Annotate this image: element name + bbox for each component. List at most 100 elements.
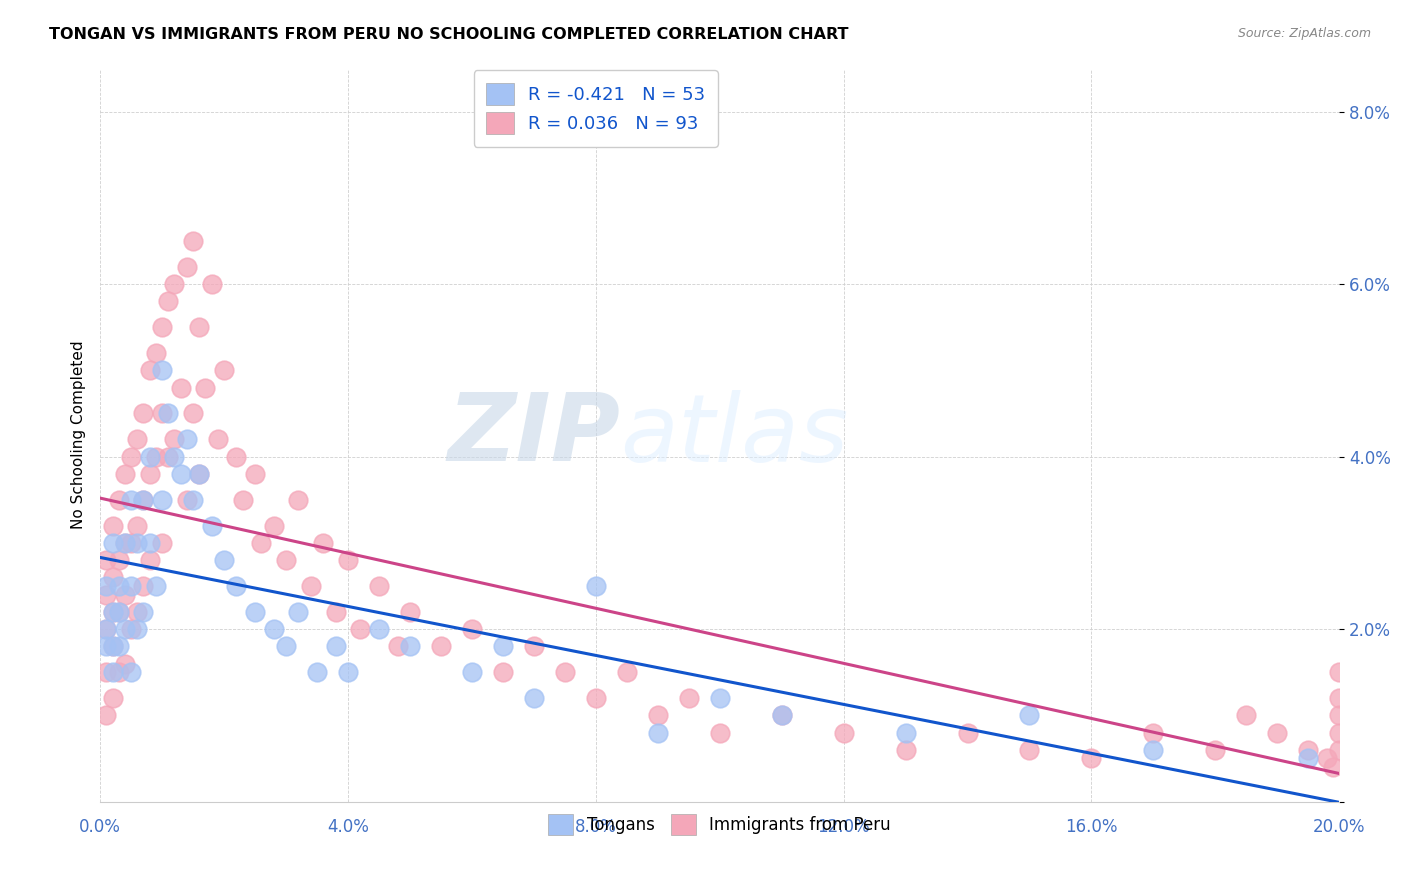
Immigrants from Peru	[832, 725, 855, 739]
Immigrants from Peru	[96, 708, 118, 723]
Tongans	[212, 553, 235, 567]
Tongans	[138, 450, 160, 464]
Immigrants from Peru	[181, 234, 204, 248]
Tongans	[368, 622, 391, 636]
Immigrants from Peru	[163, 433, 186, 447]
Immigrants from Peru	[894, 743, 917, 757]
Immigrants from Peru	[188, 467, 211, 481]
Tongans	[163, 450, 186, 464]
Immigrants from Peru	[1298, 743, 1320, 757]
Tongans	[120, 579, 142, 593]
Immigrants from Peru	[170, 381, 193, 395]
Immigrants from Peru	[956, 725, 979, 739]
Immigrants from Peru	[399, 605, 422, 619]
Immigrants from Peru	[96, 622, 118, 636]
Tongans	[101, 536, 124, 550]
Immigrants from Peru	[585, 691, 607, 706]
Legend: Tongans, Immigrants from Peru: Tongans, Immigrants from Peru	[538, 805, 901, 845]
Tongans	[150, 363, 173, 377]
Immigrants from Peru	[616, 665, 638, 680]
Immigrants from Peru	[1204, 743, 1226, 757]
Immigrants from Peru	[132, 579, 155, 593]
Immigrants from Peru	[101, 640, 124, 654]
Immigrants from Peru	[1329, 743, 1351, 757]
Immigrants from Peru	[523, 640, 546, 654]
Immigrants from Peru	[1329, 708, 1351, 723]
Tongans	[170, 467, 193, 481]
Immigrants from Peru	[114, 657, 136, 671]
Immigrants from Peru	[492, 665, 515, 680]
Tongans	[770, 708, 793, 723]
Tongans	[96, 622, 118, 636]
Immigrants from Peru	[157, 450, 180, 464]
Tongans	[96, 579, 118, 593]
Tongans	[709, 691, 731, 706]
Tongans	[157, 407, 180, 421]
Immigrants from Peru	[163, 277, 186, 292]
Immigrants from Peru	[127, 518, 149, 533]
Immigrants from Peru	[145, 346, 167, 360]
Immigrants from Peru	[325, 605, 347, 619]
Tongans	[114, 536, 136, 550]
Immigrants from Peru	[127, 433, 149, 447]
Immigrants from Peru	[336, 553, 359, 567]
Immigrants from Peru	[461, 622, 484, 636]
Tongans	[492, 640, 515, 654]
Immigrants from Peru	[107, 665, 129, 680]
Tongans	[150, 492, 173, 507]
Immigrants from Peru	[1329, 691, 1351, 706]
Immigrants from Peru	[150, 407, 173, 421]
Tongans	[107, 579, 129, 593]
Immigrants from Peru	[114, 467, 136, 481]
Immigrants from Peru	[114, 588, 136, 602]
Tongans	[399, 640, 422, 654]
Text: atlas: atlas	[620, 390, 849, 481]
Immigrants from Peru	[127, 605, 149, 619]
Text: Source: ZipAtlas.com: Source: ZipAtlas.com	[1237, 27, 1371, 40]
Immigrants from Peru	[150, 320, 173, 334]
Tongans	[1142, 743, 1164, 757]
Tongans	[176, 433, 198, 447]
Tongans	[243, 605, 266, 619]
Tongans	[145, 579, 167, 593]
Immigrants from Peru	[212, 363, 235, 377]
Immigrants from Peru	[138, 363, 160, 377]
Immigrants from Peru	[138, 553, 160, 567]
Tongans	[132, 605, 155, 619]
Tongans	[107, 605, 129, 619]
Immigrants from Peru	[1142, 725, 1164, 739]
Immigrants from Peru	[120, 450, 142, 464]
Immigrants from Peru	[132, 492, 155, 507]
Immigrants from Peru	[299, 579, 322, 593]
Immigrants from Peru	[274, 553, 297, 567]
Immigrants from Peru	[647, 708, 669, 723]
Tongans	[225, 579, 247, 593]
Immigrants from Peru	[107, 605, 129, 619]
Immigrants from Peru	[114, 536, 136, 550]
Immigrants from Peru	[157, 294, 180, 309]
Tongans	[138, 536, 160, 550]
Immigrants from Peru	[232, 492, 254, 507]
Immigrants from Peru	[250, 536, 273, 550]
Tongans	[127, 536, 149, 550]
Immigrants from Peru	[101, 518, 124, 533]
Tongans	[274, 640, 297, 654]
Immigrants from Peru	[263, 518, 285, 533]
Immigrants from Peru	[243, 467, 266, 481]
Immigrants from Peru	[120, 536, 142, 550]
Immigrants from Peru	[1265, 725, 1288, 739]
Tongans	[1298, 751, 1320, 765]
Tongans	[647, 725, 669, 739]
Tongans	[120, 665, 142, 680]
Immigrants from Peru	[150, 536, 173, 550]
Immigrants from Peru	[678, 691, 700, 706]
Immigrants from Peru	[101, 570, 124, 584]
Immigrants from Peru	[96, 665, 118, 680]
Immigrants from Peru	[194, 381, 217, 395]
Immigrants from Peru	[188, 320, 211, 334]
Tongans	[107, 640, 129, 654]
Immigrants from Peru	[387, 640, 409, 654]
Tongans	[120, 492, 142, 507]
Immigrants from Peru	[120, 622, 142, 636]
Immigrants from Peru	[96, 553, 118, 567]
